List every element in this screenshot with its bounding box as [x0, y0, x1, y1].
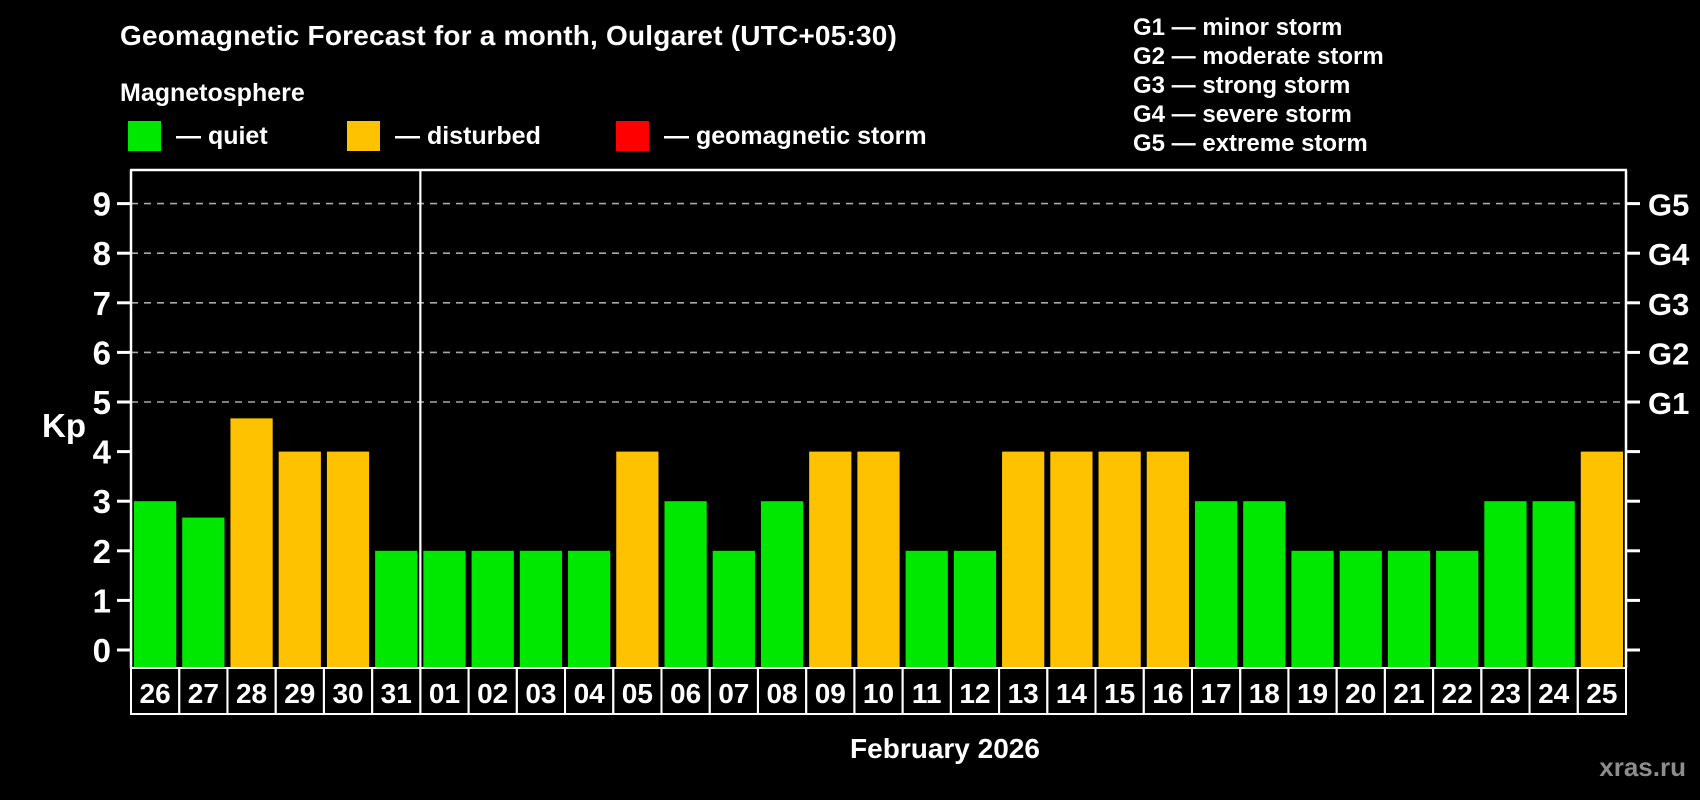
- svg-text:30: 30: [332, 678, 363, 709]
- g-scale-legend-g2: G2 — moderate storm: [1133, 43, 1384, 70]
- svg-text:G2: G2: [1648, 336, 1689, 371]
- svg-text:08: 08: [766, 678, 797, 709]
- quiet-color-swatch: [128, 121, 161, 151]
- svg-text:23: 23: [1490, 678, 1521, 709]
- svg-text:21: 21: [1393, 678, 1424, 709]
- legend-item-storm: — geomagnetic storm: [616, 121, 927, 151]
- watermark: xras.ru: [1599, 752, 1686, 782]
- svg-text:25: 25: [1586, 678, 1617, 709]
- g-scale-legend-g3: G3 — strong storm: [1133, 72, 1351, 99]
- x-axis-label: February 2026: [850, 733, 1040, 764]
- svg-text:07: 07: [718, 678, 749, 709]
- svg-text:G3: G3: [1648, 287, 1689, 322]
- svg-text:2: 2: [93, 533, 111, 570]
- legend-label-disturbed: — disturbed: [395, 121, 541, 150]
- svg-text:02: 02: [477, 678, 508, 709]
- svg-text:06: 06: [670, 678, 701, 709]
- svg-text:26: 26: [140, 678, 171, 709]
- svg-text:24: 24: [1538, 678, 1570, 709]
- svg-text:05: 05: [622, 678, 653, 709]
- svg-text:5: 5: [93, 384, 111, 421]
- svg-text:22: 22: [1442, 678, 1473, 709]
- svg-text:01: 01: [429, 678, 460, 709]
- svg-text:31: 31: [381, 678, 412, 709]
- svg-text:G4: G4: [1648, 237, 1690, 272]
- disturbed-color-swatch: [347, 121, 380, 151]
- g-scale-legend-g5: G5 — extreme storm: [1133, 130, 1368, 157]
- svg-text:1: 1: [93, 582, 111, 619]
- svg-text:03: 03: [525, 678, 556, 709]
- svg-text:8: 8: [93, 235, 111, 272]
- svg-text:14: 14: [1056, 678, 1088, 709]
- svg-text:11: 11: [912, 678, 942, 709]
- svg-text:17: 17: [1201, 678, 1232, 709]
- svg-text:27: 27: [188, 678, 219, 709]
- svg-text:10: 10: [863, 678, 894, 709]
- svg-text:7: 7: [93, 285, 111, 322]
- svg-text:18: 18: [1249, 678, 1280, 709]
- g-scale-legend-g1: G1 — minor storm: [1133, 14, 1343, 41]
- svg-text:3: 3: [93, 483, 111, 520]
- svg-text:G1: G1: [1648, 386, 1689, 421]
- svg-text:G5: G5: [1648, 188, 1689, 223]
- chart-title: Geomagnetic Forecast for a month, Oulgar…: [120, 20, 898, 51]
- svg-text:09: 09: [815, 678, 846, 709]
- svg-text:04: 04: [574, 678, 606, 709]
- svg-text:20: 20: [1345, 678, 1376, 709]
- legend-item-quiet: — quiet: [128, 121, 268, 151]
- state-legend: — quiet — disturbed — geomagnetic storm: [0, 121, 1000, 153]
- svg-text:4: 4: [93, 434, 112, 471]
- svg-text:12: 12: [959, 678, 990, 709]
- svg-text:6: 6: [93, 334, 111, 371]
- svg-text:9: 9: [93, 186, 111, 223]
- legend-item-disturbed: — disturbed: [347, 121, 541, 151]
- legend-label-quiet: — quiet: [176, 121, 268, 150]
- svg-text:19: 19: [1297, 678, 1328, 709]
- legend-label-storm: — geomagnetic storm: [664, 121, 927, 150]
- g-scale-legend-g4: G4 — severe storm: [1133, 101, 1352, 128]
- svg-text:29: 29: [284, 678, 315, 709]
- svg-text:28: 28: [236, 678, 267, 709]
- g-scale-legend: G1 — minor storm G2 — moderate storm G3 …: [1133, 13, 1384, 158]
- svg-text:16: 16: [1152, 678, 1183, 709]
- storm-color-swatch: [616, 121, 649, 151]
- svg-text:13: 13: [1008, 678, 1039, 709]
- svg-text:0: 0: [93, 632, 111, 669]
- y-axis-label: Kp: [42, 407, 86, 444]
- chart-subtitle: Magnetosphere: [120, 79, 305, 107]
- svg-text:15: 15: [1104, 678, 1135, 709]
